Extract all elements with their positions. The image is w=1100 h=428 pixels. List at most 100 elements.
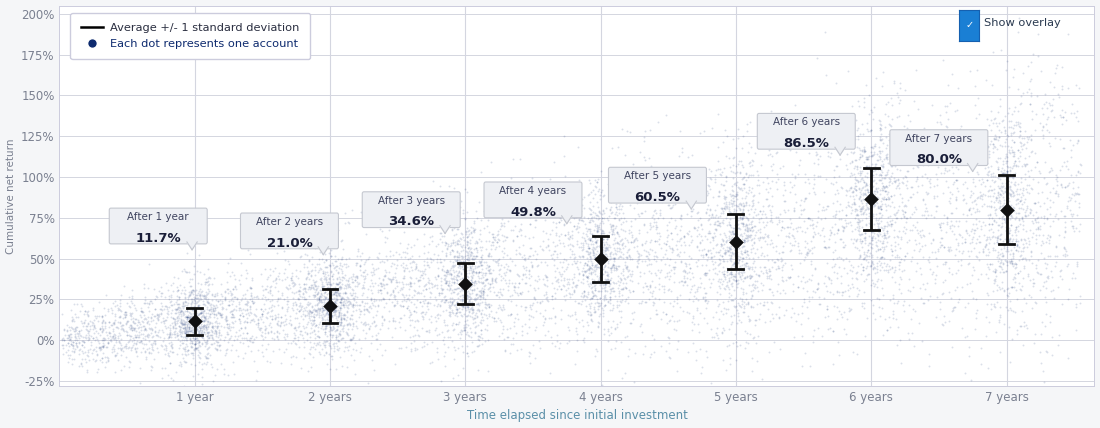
Point [909, 259, 926, 266]
Point [993, 252, 1011, 259]
Point [565, 214, 583, 221]
Point [64, 361, 81, 368]
Point [381, 275, 398, 282]
Point [442, 264, 460, 271]
Point [208, 314, 226, 321]
Point [980, 148, 998, 155]
Point [816, 214, 834, 221]
Point [502, 298, 519, 305]
Point [575, 288, 593, 295]
Point [887, 267, 904, 274]
Point [425, 302, 442, 309]
Point [529, 273, 547, 279]
Point [576, 259, 594, 266]
Point [724, 228, 741, 235]
Point [839, 142, 857, 149]
Point [177, 269, 195, 276]
Point [602, 285, 619, 292]
Point [310, 334, 328, 341]
Point [276, 330, 294, 337]
Point [282, 313, 299, 320]
Point [722, 222, 739, 229]
Point [462, 282, 480, 289]
Point [198, 332, 216, 339]
Point [636, 343, 653, 350]
Point [644, 290, 661, 297]
Point [306, 282, 323, 288]
Point [742, 368, 760, 375]
Point [509, 272, 527, 279]
Point [994, 194, 1012, 201]
Point [440, 344, 458, 351]
Point [186, 335, 204, 342]
Point [886, 78, 903, 85]
Point [283, 270, 300, 276]
Point [989, 189, 1006, 196]
Point [213, 305, 231, 312]
Point [192, 328, 210, 335]
Point [591, 220, 608, 226]
Point [461, 264, 478, 271]
Point [217, 288, 234, 295]
Point [641, 288, 659, 295]
Point [224, 313, 242, 320]
Point [994, 260, 1012, 267]
Point [468, 239, 485, 246]
Point [266, 312, 284, 318]
Point [664, 202, 682, 208]
Point [131, 339, 149, 346]
Point [307, 334, 324, 341]
Point [676, 241, 694, 248]
Point [911, 246, 928, 253]
Point [96, 336, 113, 343]
Point [88, 336, 106, 342]
Point [544, 262, 562, 268]
Point [1000, 238, 1018, 245]
Point [938, 167, 956, 174]
Point [164, 344, 182, 351]
Point [1010, 158, 1027, 164]
Point [562, 294, 580, 301]
Point [581, 312, 598, 318]
Point [230, 299, 248, 306]
Point [290, 286, 308, 293]
Point [329, 270, 346, 276]
Point [481, 312, 498, 319]
Point [645, 212, 662, 219]
Point [131, 338, 149, 345]
Point [287, 354, 305, 361]
Point [508, 270, 526, 277]
Point [785, 235, 803, 241]
Point [872, 255, 890, 262]
Point [320, 286, 338, 293]
Point [1015, 262, 1033, 269]
Point [686, 177, 704, 184]
Point [487, 275, 505, 282]
Point [126, 324, 144, 331]
Text: 21.0%: 21.0% [266, 237, 312, 250]
Point [187, 337, 205, 344]
Point [773, 224, 791, 231]
Point [267, 276, 285, 283]
Point [414, 309, 431, 315]
Point [582, 241, 600, 248]
Point [730, 214, 748, 220]
Point [180, 322, 198, 329]
Point [610, 206, 628, 213]
Point [469, 301, 486, 308]
Point [148, 312, 166, 318]
Point [1019, 324, 1036, 331]
Point [472, 294, 490, 300]
Point [939, 288, 957, 295]
Point [332, 285, 350, 291]
Point [580, 274, 597, 281]
Point [722, 257, 739, 264]
Point [682, 285, 700, 292]
Point [420, 285, 438, 292]
Point [856, 237, 873, 244]
Point [887, 254, 904, 261]
Point [387, 279, 405, 285]
Point [712, 171, 729, 178]
Point [601, 294, 618, 301]
Point [1000, 117, 1018, 124]
